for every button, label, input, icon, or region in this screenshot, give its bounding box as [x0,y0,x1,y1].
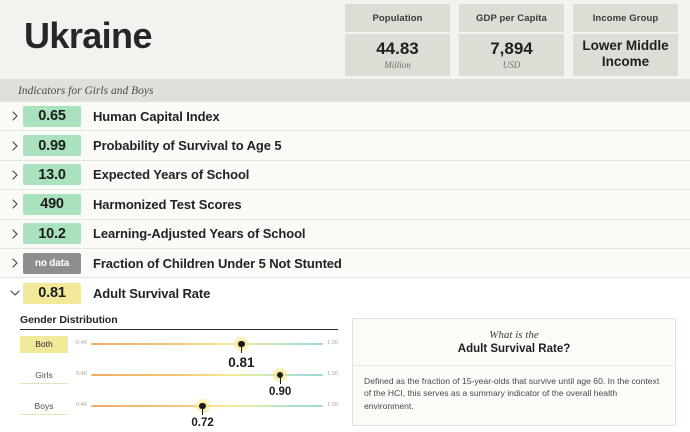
country-name: Ukraine [24,15,152,56]
info-card-prefix: What is the [489,328,539,341]
slider-track[interactable]: 0.72 [90,398,324,429]
chevron-down-icon[interactable] [6,290,23,296]
indicator-row-expected-years-of-school[interactable]: 13.0 Expected Years of School [0,160,690,191]
marker-stem [240,346,242,354]
indicator-row-human-capital-index[interactable]: 0.65 Human Capital Index [0,102,690,132]
slider-track[interactable]: 0.90 [90,367,324,398]
axis-max-label: 1.00 [327,371,338,378]
indicator-label: Learning-Adjusted Years of School [93,226,306,242]
info-card-title: Adult Survival Rate? [457,342,571,355]
slider-track[interactable]: 0.81 [90,336,324,370]
stat-card-gdp-per-capita: GDP per Capita 7,894 USD [459,4,564,76]
stat-card-unit: USD [502,59,521,70]
stat-card-label: GDP per Capita [476,12,547,24]
slider-track-wrap: 0.46 0.90 1.00 [76,367,338,398]
chart-title: Gender Distribution [20,314,338,330]
marker-dot [276,372,284,379]
indicator-row-probability-of-survival-to-age-5[interactable]: 0.99 Probability of Survival to Age 5 [0,131,690,161]
country-block: Ukraine [0,0,345,58]
indicator-value-badge: 10.2 [23,223,81,245]
indicator-label: Probability of Survival to Age 5 [93,138,282,154]
gender-tab-girls[interactable]: Girls [20,367,68,384]
indicator-label: Harmonized Test Scores [93,196,242,212]
indicator-label: Human Capital Index [93,108,220,124]
axis-min-label: 0.46 [76,371,87,378]
gender-slider-row-boys[interactable]: Boys 0.46 0.72 1.00 [20,392,338,429]
info-card-description: Defined as the fraction of 15-year-olds … [364,375,660,411]
gender-slider-row-both[interactable]: Both 0.46 0.81 1.00 [20,330,338,370]
stat-card-body: Lower Middle Income [573,32,678,76]
marker-value-label: 0.72 [191,417,214,430]
stat-card-label: Population [372,12,423,24]
section-band: Indicators for Girls and Boys [0,79,690,102]
info-column: What is the Adult Survival Rate? Defined… [348,314,690,432]
axis-min-label: 0.46 [76,340,87,347]
info-card-header: What is the Adult Survival Rate? [353,319,675,366]
indicator-detail-panel: Gender Distribution Both 0.46 0.81 1.00 [0,307,690,432]
chevron-right-icon[interactable] [6,140,23,151]
gender-distribution-chart: Gender Distribution Both 0.46 0.81 1.00 [0,314,348,432]
stat-card-value: 7,894 [490,38,533,58]
indicator-row-harmonized-test-scores[interactable]: 490 Harmonized Test Scores [0,190,690,220]
stat-card-value: Lower Middle Income [582,38,669,69]
axis-min-label: 0.46 [76,402,87,409]
indicator-value-badge: 0.99 [23,135,81,157]
stat-card-unit: Million [384,59,411,70]
stat-card-label: Income Group [592,12,659,24]
axis-max-label: 1.00 [327,402,338,409]
marker-dot [238,341,245,348]
indicator-row-adult-survival-rate[interactable]: 0.81 Adult Survival Rate [0,278,690,308]
indicator-value-badge: 0.81 [23,282,81,304]
stat-card-body: 7,894 USD [459,32,564,76]
stat-card-income-group: Income Group Lower Middle Income [573,4,678,76]
indicator-value-badge: 13.0 [23,164,81,186]
indicator-label: Fraction of Children Under 5 Not Stunted [93,255,342,271]
indicator-label: Adult Survival Rate [93,285,211,301]
stat-card-population: Population 44.83 Million [345,4,450,76]
marker-value-label: 0.90 [268,386,292,399]
chevron-right-icon[interactable] [6,229,23,239]
gender-tab-boys[interactable]: Boys [20,398,68,415]
gender-slider-row-girls[interactable]: Girls 0.46 0.90 1.00 [20,361,338,398]
marker-stem [279,377,281,385]
slider-track-wrap: 0.46 0.81 1.00 [76,336,338,370]
chevron-right-icon[interactable] [6,258,23,268]
marker-stem [201,408,204,416]
stat-card-value: 44.83 [376,38,419,58]
indicator-list: 0.65 Human Capital Index 0.99 Probabilit… [0,102,690,308]
indicator-value-badge: 490 [23,193,81,215]
indicator-info-card: What is the Adult Survival Rate? Defined… [352,317,676,426]
slider-track-wrap: 0.46 0.72 1.00 [76,398,338,429]
chevron-right-icon[interactable] [6,111,23,121]
gender-tab-both[interactable]: Both [20,335,68,353]
indicator-row-learning-adjusted-years-of-school[interactable]: 10.2 Learning-Adjusted Years of School [0,219,690,249]
chevron-right-icon[interactable] [6,170,23,180]
stat-card-body: 44.83 Million [345,32,450,76]
marker-value-label: 0.81 [228,355,255,371]
indicator-value-badge: 0.65 [23,105,81,127]
header-bar: Ukraine Population 44.83 Million GDP per… [0,0,690,79]
section-band-label: Indicators for Girls and Boys [18,84,154,97]
axis-max-label: 1.00 [327,340,338,347]
indicator-row-fraction-of-children-under-5-not-stunted[interactable]: no data Fraction of Children Under 5 Not… [0,248,690,279]
marker-dot [199,403,206,410]
indicator-label: Expected Years of School [93,167,250,183]
stat-card-group: Population 44.83 Million GDP per Capita … [345,0,678,76]
chevron-right-icon[interactable] [6,199,23,209]
indicator-value-badge: no data [23,252,81,274]
